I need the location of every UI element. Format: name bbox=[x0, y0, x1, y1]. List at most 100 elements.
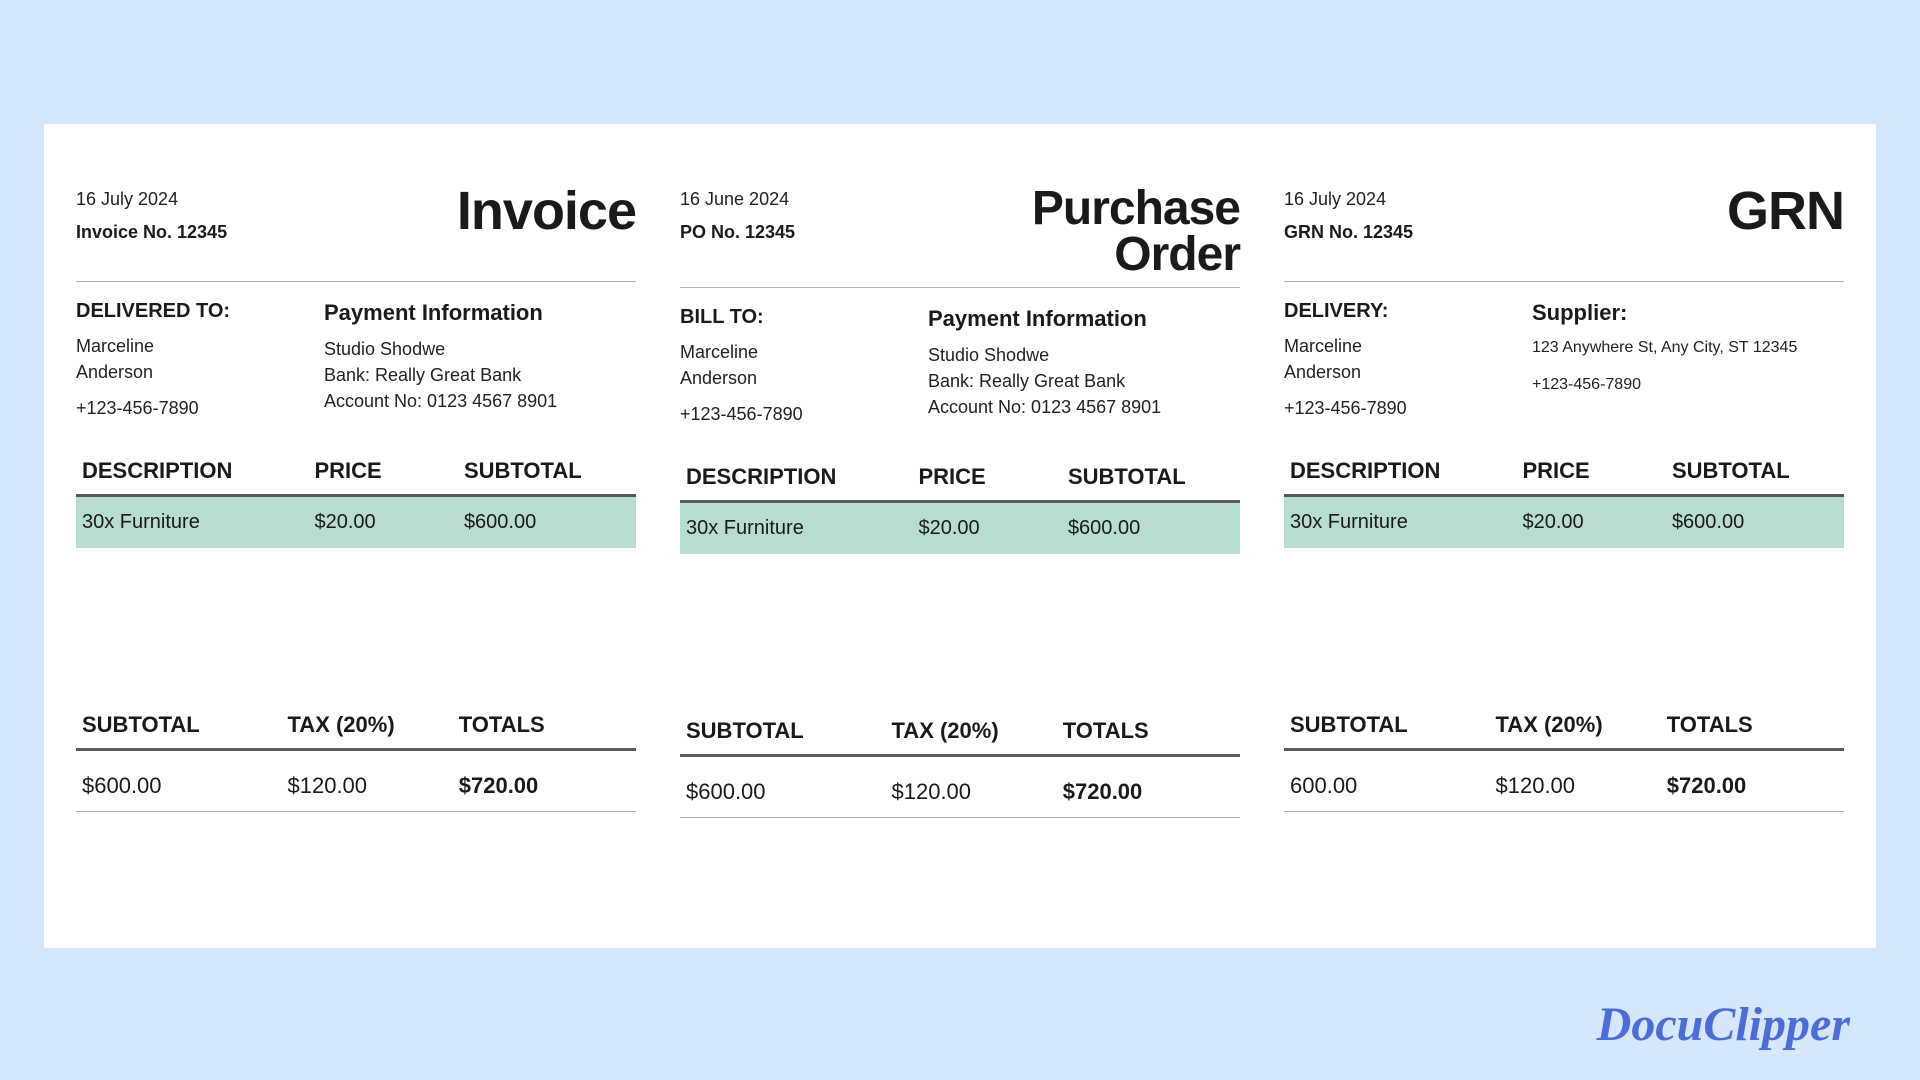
items-table: DESCRIPTION PRICE SUBTOTAL 30x Furniture… bbox=[680, 460, 1240, 554]
totals-row: 600.00 $120.00 $720.00 bbox=[1284, 751, 1844, 812]
payment-line: Account No: 0123 4567 8901 bbox=[928, 394, 1240, 420]
col-subtotal: SUBTOTAL bbox=[82, 712, 288, 738]
contact-line: +123-456-7890 bbox=[680, 401, 904, 427]
invoice-doc: 16 July 2024 Invoice No. 12345 Invoice D… bbox=[64, 186, 648, 908]
info-label: Payment Information bbox=[324, 300, 636, 326]
brand-logo: DocuClipper bbox=[1597, 997, 1850, 1052]
col-description: DESCRIPTION bbox=[82, 458, 314, 484]
doc-date: 16 June 2024 bbox=[680, 186, 795, 213]
payment-line: Account No: 0123 4567 8901 bbox=[324, 388, 636, 414]
info-body: 123 Anywhere St, Any City, ST 12345 +123… bbox=[1532, 336, 1844, 396]
totals-header-row: SUBTOTAL TAX (20%) TOTALS bbox=[76, 708, 636, 751]
col-subtotal: SUBTOTAL bbox=[1068, 464, 1234, 490]
info-label: Supplier: bbox=[1532, 300, 1844, 326]
doc-number: PO No. 12345 bbox=[680, 219, 795, 246]
col-tax: TAX (20%) bbox=[892, 718, 1063, 744]
items-header-row: DESCRIPTION PRICE SUBTOTAL bbox=[1284, 454, 1844, 497]
delivered-to: DELIVERED TO: Marceline Anderson +123-45… bbox=[76, 300, 300, 440]
cell-subtotal: $600.00 bbox=[464, 511, 630, 534]
contact-line: +123-456-7890 bbox=[1284, 395, 1508, 421]
col-description: DESCRIPTION bbox=[1290, 458, 1522, 484]
info-label: DELIVERED TO: bbox=[76, 300, 300, 323]
cell-subtotal: $600.00 bbox=[82, 773, 288, 799]
doc-header: 16 July 2024 GRN No. 12345 GRN bbox=[1284, 186, 1844, 282]
items-table: DESCRIPTION PRICE SUBTOTAL 30x Furniture… bbox=[1284, 454, 1844, 548]
cell-price: $20.00 bbox=[918, 517, 1067, 540]
items-row: 30x Furniture $20.00 $600.00 bbox=[680, 503, 1240, 554]
document-sheet: 16 July 2024 Invoice No. 12345 Invoice D… bbox=[44, 124, 1876, 948]
info-body: Studio Shodwe Bank: Really Great Bank Ac… bbox=[928, 342, 1240, 420]
contact-line: Marceline bbox=[680, 339, 904, 365]
cell-price: $20.00 bbox=[314, 511, 463, 534]
col-subtotal: SUBTOTAL bbox=[1290, 712, 1496, 738]
supplier: Supplier: 123 Anywhere St, Any City, ST … bbox=[1532, 300, 1844, 440]
info-label: DELIVERY: bbox=[1284, 300, 1508, 323]
info-label: BILL TO: bbox=[680, 306, 904, 329]
info-label: Payment Information bbox=[928, 306, 1240, 332]
doc-meta: 16 July 2024 Invoice No. 12345 bbox=[76, 186, 227, 246]
items-row: 30x Furniture $20.00 $600.00 bbox=[76, 497, 636, 548]
items-header-row: DESCRIPTION PRICE SUBTOTAL bbox=[76, 454, 636, 497]
cell-description: 30x Furniture bbox=[686, 517, 918, 540]
totals-row: $600.00 $120.00 $720.00 bbox=[680, 757, 1240, 818]
payment-info: Payment Information Studio Shodwe Bank: … bbox=[324, 300, 636, 440]
col-price: PRICE bbox=[918, 464, 1067, 490]
bill-to: BILL TO: Marceline Anderson +123-456-789… bbox=[680, 306, 904, 446]
doc-header: 16 June 2024 PO No. 12345 Purchase Order bbox=[680, 186, 1240, 288]
contact-line: +123-456-7890 bbox=[76, 395, 300, 421]
payment-line: Studio Shodwe bbox=[928, 342, 1240, 368]
cell-subtotal: $600.00 bbox=[1672, 511, 1838, 534]
title-line2: Order bbox=[1032, 232, 1240, 278]
contact-line: Anderson bbox=[76, 359, 300, 385]
info-row: DELIVERY: Marceline Anderson +123-456-78… bbox=[1284, 300, 1844, 440]
cell-tax: $120.00 bbox=[1496, 773, 1667, 799]
contact-line: Anderson bbox=[1284, 359, 1508, 385]
cell-description: 30x Furniture bbox=[82, 511, 314, 534]
cell-subtotal: $600.00 bbox=[686, 779, 892, 805]
col-price: PRICE bbox=[314, 458, 463, 484]
items-row: 30x Furniture $20.00 $600.00 bbox=[1284, 497, 1844, 548]
doc-date: 16 July 2024 bbox=[1284, 186, 1413, 213]
totals-header-row: SUBTOTAL TAX (20%) TOTALS bbox=[680, 714, 1240, 757]
col-tax: TAX (20%) bbox=[1496, 712, 1667, 738]
contact-line: Marceline bbox=[1284, 333, 1508, 359]
contact-line: Anderson bbox=[680, 365, 904, 391]
delivery: DELIVERY: Marceline Anderson +123-456-78… bbox=[1284, 300, 1508, 440]
info-row: BILL TO: Marceline Anderson +123-456-789… bbox=[680, 306, 1240, 446]
col-price: PRICE bbox=[1522, 458, 1671, 484]
cell-description: 30x Furniture bbox=[1290, 511, 1522, 534]
totals-header-row: SUBTOTAL TAX (20%) TOTALS bbox=[1284, 708, 1844, 751]
cell-subtotal: $600.00 bbox=[1068, 517, 1234, 540]
cell-tax: $120.00 bbox=[288, 773, 459, 799]
col-totals: TOTALS bbox=[1063, 718, 1234, 744]
supplier-line: +123-456-7890 bbox=[1532, 373, 1844, 396]
cell-price: $20.00 bbox=[1522, 511, 1671, 534]
doc-meta: 16 July 2024 GRN No. 12345 bbox=[1284, 186, 1413, 246]
totals-table: SUBTOTAL TAX (20%) TOTALS $600.00 $120.0… bbox=[680, 714, 1240, 818]
doc-title: Invoice bbox=[457, 186, 636, 237]
items-header-row: DESCRIPTION PRICE SUBTOTAL bbox=[680, 460, 1240, 503]
doc-title: Purchase Order bbox=[1032, 186, 1240, 277]
payment-info: Payment Information Studio Shodwe Bank: … bbox=[928, 306, 1240, 446]
col-tax: TAX (20%) bbox=[288, 712, 459, 738]
totals-table: SUBTOTAL TAX (20%) TOTALS 600.00 $120.00… bbox=[1284, 708, 1844, 812]
payment-line: Bank: Really Great Bank bbox=[324, 362, 636, 388]
cell-grand-total: $720.00 bbox=[459, 773, 630, 799]
items-table: DESCRIPTION PRICE SUBTOTAL 30x Furniture… bbox=[76, 454, 636, 548]
cell-tax: $120.00 bbox=[892, 779, 1063, 805]
payment-line: Studio Shodwe bbox=[324, 336, 636, 362]
col-subtotal: SUBTOTAL bbox=[1672, 458, 1838, 484]
info-body: Marceline Anderson +123-456-7890 bbox=[1284, 333, 1508, 421]
info-body: Marceline Anderson +123-456-7890 bbox=[76, 333, 300, 421]
info-body: Studio Shodwe Bank: Really Great Bank Ac… bbox=[324, 336, 636, 414]
col-subtotal: SUBTOTAL bbox=[464, 458, 630, 484]
doc-header: 16 July 2024 Invoice No. 12345 Invoice bbox=[76, 186, 636, 282]
title-line1: Purchase bbox=[1032, 186, 1240, 232]
col-totals: TOTALS bbox=[459, 712, 630, 738]
col-description: DESCRIPTION bbox=[686, 464, 918, 490]
doc-number: Invoice No. 12345 bbox=[76, 219, 227, 246]
totals-row: $600.00 $120.00 $720.00 bbox=[76, 751, 636, 812]
doc-date: 16 July 2024 bbox=[76, 186, 227, 213]
col-totals: TOTALS bbox=[1667, 712, 1838, 738]
cell-subtotal: 600.00 bbox=[1290, 773, 1496, 799]
